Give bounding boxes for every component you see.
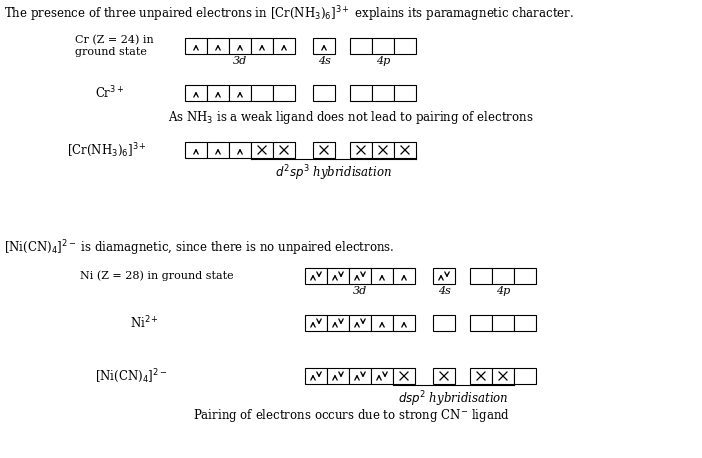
- Bar: [251, 38, 273, 54]
- Bar: [394, 142, 416, 158]
- Bar: [185, 85, 207, 101]
- Bar: [185, 142, 207, 158]
- Bar: [470, 368, 492, 384]
- Bar: [433, 368, 455, 384]
- Bar: [313, 142, 335, 158]
- Bar: [470, 315, 492, 331]
- Bar: [349, 368, 371, 384]
- Bar: [313, 85, 335, 101]
- Bar: [393, 368, 415, 384]
- Text: Ni$^{2+}$: Ni$^{2+}$: [130, 315, 159, 331]
- Bar: [393, 315, 415, 331]
- Bar: [492, 315, 514, 331]
- Bar: [229, 38, 251, 54]
- Bar: [393, 268, 415, 284]
- Bar: [251, 142, 273, 158]
- Text: [Ni(CN)$_4$]$^{2-}$: [Ni(CN)$_4$]$^{2-}$: [95, 367, 167, 385]
- Text: [Ni(CN)$_4$]$^{2-}$ is diamagnetic, since there is no unpaired electrons.: [Ni(CN)$_4$]$^{2-}$ is diamagnetic, sinc…: [4, 238, 395, 257]
- Bar: [350, 142, 372, 158]
- Text: Cr$^{3+}$: Cr$^{3+}$: [95, 85, 124, 101]
- Bar: [394, 38, 416, 54]
- Bar: [273, 38, 295, 54]
- Bar: [350, 85, 372, 101]
- Text: $dsp^2$ hybridisation: $dsp^2$ hybridisation: [398, 389, 509, 409]
- Bar: [327, 315, 349, 331]
- Bar: [349, 315, 371, 331]
- Bar: [313, 38, 335, 54]
- Bar: [372, 38, 394, 54]
- Bar: [394, 85, 416, 101]
- Text: [Cr(NH$_3$)$_6$]$^{3+}$: [Cr(NH$_3$)$_6$]$^{3+}$: [67, 141, 147, 159]
- Bar: [273, 142, 295, 158]
- Bar: [207, 38, 229, 54]
- Bar: [327, 368, 349, 384]
- Bar: [470, 268, 492, 284]
- Bar: [514, 368, 536, 384]
- Bar: [305, 268, 327, 284]
- Bar: [305, 315, 327, 331]
- Bar: [433, 268, 455, 284]
- Bar: [350, 38, 372, 54]
- Bar: [371, 268, 393, 284]
- Text: Pairing of electrons occurs due to strong CN$^{-}$ ligand: Pairing of electrons occurs due to stron…: [192, 407, 510, 424]
- Text: Ni (Z = 28) in ground state: Ni (Z = 28) in ground state: [80, 271, 234, 281]
- Bar: [514, 268, 536, 284]
- Bar: [207, 85, 229, 101]
- Bar: [327, 268, 349, 284]
- Text: 4s: 4s: [437, 286, 451, 296]
- Bar: [251, 85, 273, 101]
- Text: 4p: 4p: [376, 56, 390, 66]
- Bar: [229, 85, 251, 101]
- Bar: [433, 315, 455, 331]
- Text: 4p: 4p: [496, 286, 510, 296]
- Text: As NH$_3$ is a weak ligand does not lead to pairing of electrons: As NH$_3$ is a weak ligand does not lead…: [168, 109, 534, 126]
- Text: The presence of three unpaired electrons in [Cr(NH$_3$)$_6$]$^{3+}$ explains its: The presence of three unpaired electrons…: [4, 4, 574, 24]
- Bar: [492, 268, 514, 284]
- Bar: [185, 38, 207, 54]
- Text: 4s: 4s: [317, 56, 331, 66]
- Bar: [492, 368, 514, 384]
- Bar: [349, 268, 371, 284]
- Text: $d^2sp^3$ hybridisation: $d^2sp^3$ hybridisation: [275, 163, 392, 183]
- Bar: [207, 142, 229, 158]
- Bar: [229, 142, 251, 158]
- Bar: [305, 368, 327, 384]
- Bar: [273, 85, 295, 101]
- Text: 3d: 3d: [353, 286, 367, 296]
- Text: 3d: 3d: [233, 56, 247, 66]
- Bar: [372, 142, 394, 158]
- Bar: [371, 368, 393, 384]
- Bar: [372, 85, 394, 101]
- Text: Cr (Z = 24) in
ground state: Cr (Z = 24) in ground state: [75, 35, 154, 57]
- Bar: [371, 315, 393, 331]
- Bar: [514, 315, 536, 331]
